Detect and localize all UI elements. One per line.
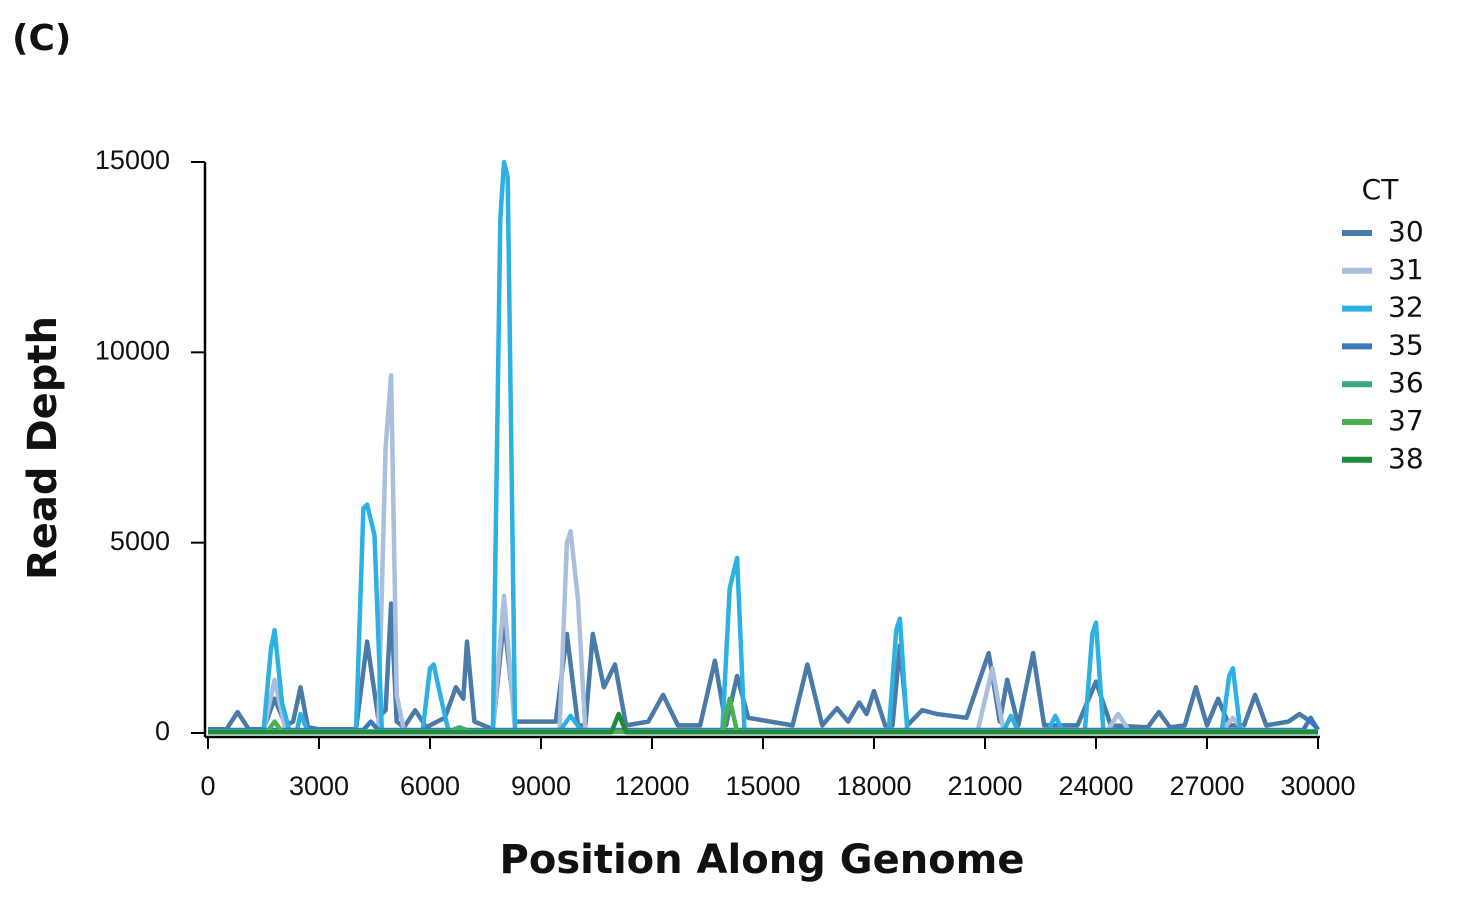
legend-title: CT [1362, 173, 1400, 206]
x-tick-label: 0 [200, 771, 215, 801]
y-tick-label: 15000 [95, 145, 170, 175]
x-tick-label: 27000 [1169, 771, 1244, 801]
y-tick-label: 0 [155, 716, 170, 746]
y-axis-title: Read Depth [20, 316, 66, 580]
legend-label: 35 [1388, 328, 1424, 361]
series-line [208, 159, 1318, 734]
y-tick-label: 5000 [110, 526, 170, 556]
series-line [208, 601, 1320, 732]
legend-label: 30 [1388, 215, 1424, 248]
legend-label: 32 [1388, 291, 1424, 324]
x-tick-label: 9000 [511, 771, 571, 801]
x-tick-label: 15000 [725, 771, 800, 801]
legend-label: 37 [1388, 404, 1424, 437]
y-tick-label: 10000 [95, 335, 170, 365]
legend-label: 36 [1388, 366, 1424, 399]
series-line [208, 711, 1318, 735]
x-tick-label: 30000 [1280, 771, 1355, 801]
panel-label: (C) [12, 18, 71, 59]
legend-label: 31 [1388, 253, 1424, 286]
x-tick-label: 12000 [614, 771, 689, 801]
legend-label: 38 [1388, 442, 1424, 475]
series-line [208, 372, 1318, 734]
x-tick-label: 24000 [1058, 771, 1133, 801]
x-tick-label: 18000 [836, 771, 911, 801]
x-tick-label: 3000 [289, 771, 349, 801]
x-axis-title: Position Along Genome [500, 837, 1025, 883]
x-tick-label: 6000 [400, 771, 460, 801]
x-tick-label: 21000 [947, 771, 1022, 801]
